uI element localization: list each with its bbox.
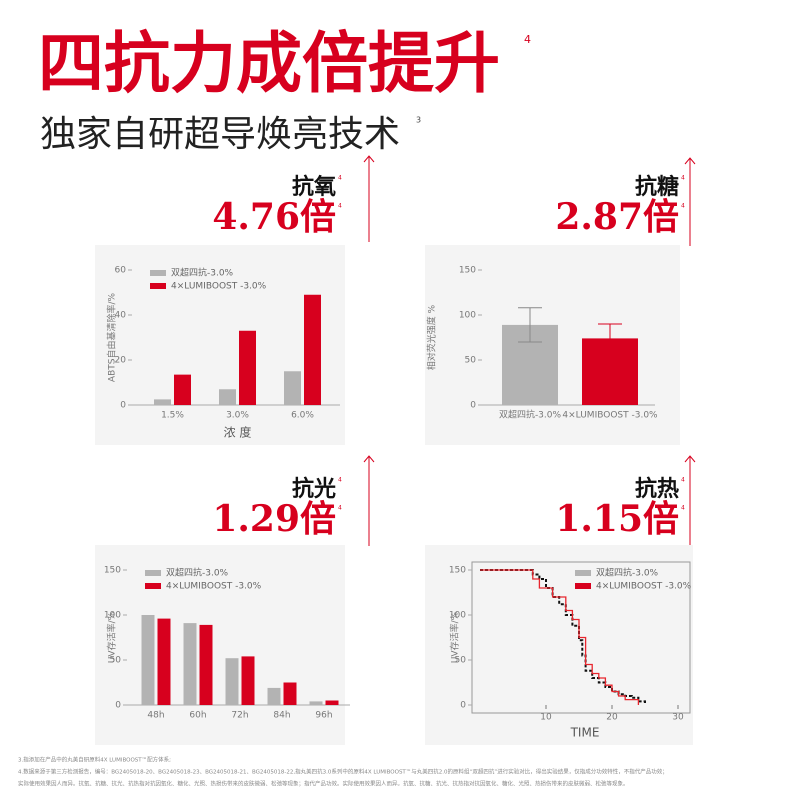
x-tick-label: 48h	[147, 711, 164, 721]
bar	[241, 656, 255, 705]
bar	[157, 618, 171, 705]
bar	[174, 374, 191, 405]
y-axis-label: UV存活率/%	[449, 611, 461, 663]
panel-label-note: 4	[681, 175, 685, 182]
legend-label: 4×LUMIBOOST -3.0%	[596, 582, 692, 592]
y-tick-label: 0	[115, 701, 121, 711]
x-tick-label: 84h	[273, 711, 290, 721]
bar	[309, 701, 323, 705]
y-tick-label: 20	[115, 356, 127, 366]
panel-label-note: 4	[338, 477, 342, 484]
y-tick-label: 100	[449, 611, 466, 621]
y-tick-label: 50	[455, 656, 467, 666]
legend-swatch	[145, 583, 161, 589]
line-series	[480, 569, 640, 705]
panel-label: 抗糖	[635, 174, 679, 200]
panel-label-note: 4	[681, 477, 685, 484]
panel-label: 抗氧	[292, 174, 336, 200]
panel-value: 1.15倍	[555, 498, 679, 540]
panel-value: 1.29倍	[212, 498, 336, 540]
x-axis-label: TIME	[570, 726, 600, 740]
panel-value-note: 4	[681, 505, 685, 512]
x-axis-label: 浓 度	[224, 425, 252, 440]
y-tick-label: 150	[459, 266, 476, 276]
bar	[141, 615, 155, 705]
y-axis-label: UV存活率/%	[106, 611, 118, 663]
bar	[325, 700, 339, 705]
legend-swatch	[575, 583, 591, 589]
footnote: 3.指添加在产品中的丸美自研原料4X LUMIBOOST™配方体系;	[18, 756, 171, 764]
y-tick-label: 0	[120, 401, 126, 411]
bar	[154, 399, 171, 405]
arrows	[363, 155, 696, 546]
x-tick-label: 4×LUMIBOOST -3.0%	[562, 411, 658, 421]
y-tick-label: 0	[470, 401, 476, 411]
bar	[183, 623, 197, 705]
y-tick-label: 50	[110, 656, 122, 666]
legend-label: 4×LUMIBOOST -3.0%	[166, 582, 262, 592]
plot-frame	[471, 561, 691, 714]
line-series	[480, 569, 646, 705]
x-tick-label: 双超四抗-3.0%	[499, 409, 562, 421]
footnote: 4.数据来源于第三方检测报告，编号：BG2405018-20、BG2405018…	[18, 768, 668, 776]
panel-label: 抗热	[635, 476, 679, 502]
panel-label-note: 4	[338, 175, 342, 182]
subtitle-note: 3	[416, 116, 421, 125]
x-tick-label: 10	[540, 713, 552, 723]
bar	[219, 389, 236, 405]
legend-label: 双超四抗-3.0%	[171, 267, 234, 279]
y-tick-label: 40	[115, 311, 127, 321]
y-axis-label: 相对荧光强度 %	[426, 304, 438, 370]
bar	[284, 371, 301, 405]
panel-value: 2.87倍	[555, 196, 679, 238]
bar	[283, 682, 297, 705]
y-tick-label: 150	[449, 566, 466, 576]
legend-label: 双超四抗-3.0%	[596, 567, 659, 579]
x-tick-label: 3.0%	[226, 411, 249, 421]
bar	[199, 624, 213, 705]
y-tick-label: 0	[460, 701, 466, 711]
bar	[225, 658, 239, 705]
x-tick-label: 30	[672, 713, 684, 723]
legend-label: 双超四抗-3.0%	[166, 567, 229, 579]
x-tick-label: 6.0%	[291, 411, 314, 421]
bar	[304, 294, 321, 405]
bar	[239, 330, 256, 405]
panel-value-note: 4	[338, 505, 342, 512]
x-tick-label: 20	[606, 713, 618, 723]
panel-value-note: 4	[681, 203, 685, 210]
footnote: 实际使用效果因人而异。抗氧、抗糖、抗光、抗热指对抗因氧化、糖化、光照、热损伤带来…	[18, 780, 629, 788]
bar	[267, 687, 281, 705]
x-tick-label: 72h	[231, 711, 248, 721]
x-tick-label: 96h	[315, 711, 332, 721]
title: 四抗力成倍提升	[38, 25, 500, 102]
y-tick-label: 60	[115, 266, 127, 276]
x-tick-label: 60h	[189, 711, 206, 721]
error-bar	[518, 307, 542, 343]
y-tick-label: 100	[104, 611, 121, 621]
title-note: 4	[524, 33, 531, 46]
panel-label: 抗光	[292, 476, 336, 502]
legend-swatch	[575, 570, 591, 576]
legend-label: 4×LUMIBOOST -3.0%	[171, 282, 267, 292]
legend-swatch	[150, 283, 166, 289]
legend-swatch	[150, 270, 166, 276]
panel-value: 4.76倍	[212, 196, 336, 238]
y-tick-label: 50	[465, 356, 477, 366]
x-tick-label: 1.5%	[161, 411, 184, 421]
y-tick-label: 100	[459, 311, 476, 321]
y-axis-label: ABTS自由基清除率/%	[106, 292, 118, 382]
y-tick-label: 150	[104, 566, 121, 576]
subtitle: 独家自研超导焕亮技术	[40, 114, 400, 155]
panel-value-note: 4	[338, 203, 342, 210]
error-bar	[598, 323, 622, 354]
legend-swatch	[145, 570, 161, 576]
